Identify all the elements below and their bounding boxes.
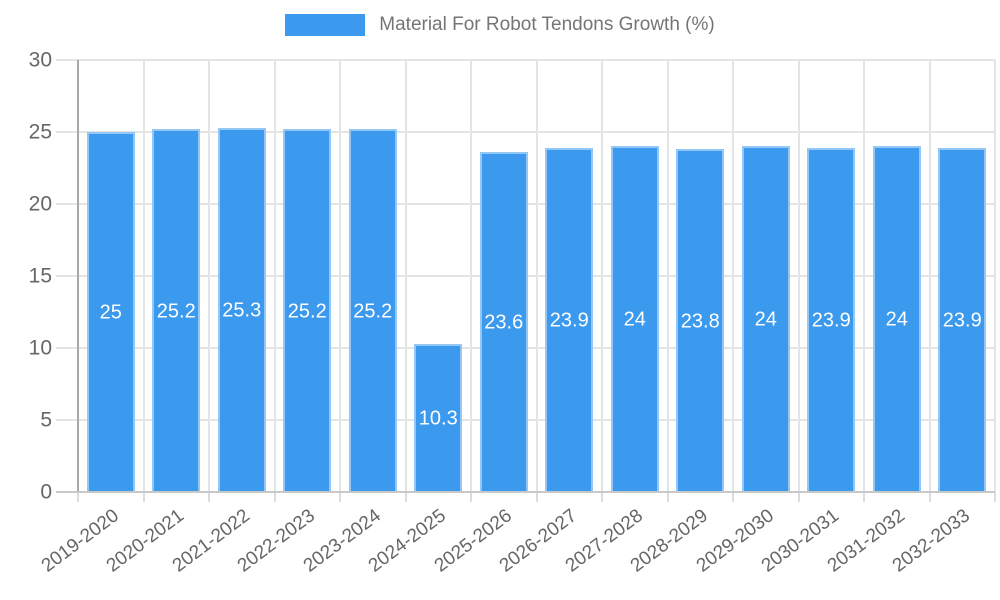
x-tick-mark [339, 492, 341, 502]
x-gridline [732, 60, 734, 492]
legend-label: Material For Robot Tendons Growth (%) [379, 14, 715, 35]
bar[interactable]: 23.8 [676, 149, 725, 492]
x-gridline [339, 60, 341, 492]
x-gridline [142, 60, 145, 492]
y-tick-label: 25 [28, 120, 52, 144]
bar-value-label: 25.2 [353, 300, 393, 323]
x-gridline [797, 60, 800, 492]
x-tick-mark [601, 492, 603, 502]
x-gridline [928, 60, 931, 492]
x-axis-line [56, 491, 995, 493]
x-gridline [273, 60, 276, 492]
x-tick-mark [470, 492, 472, 502]
x-tick-mark [535, 492, 538, 502]
x-tick-mark [77, 492, 79, 502]
bar-value-label: 10.3 [418, 407, 458, 430]
y-gridline [56, 59, 995, 61]
bar[interactable]: 24 [741, 146, 790, 492]
x-tick-mark [273, 492, 276, 502]
bar-value-label: 23.6 [484, 311, 524, 334]
y-tick-label: 5 [40, 408, 52, 432]
y-gridline [56, 130, 995, 133]
y-tick-label: 10 [28, 336, 52, 360]
x-tick-mark [732, 492, 734, 502]
x-gridline [994, 60, 996, 492]
bar-value-label: 23.8 [680, 310, 720, 333]
x-gridline [208, 60, 210, 492]
bar[interactable]: 10.3 [414, 343, 463, 492]
bar-value-label: 24 [885, 308, 908, 331]
x-gridline [470, 60, 472, 492]
y-tick-label: 20 [28, 192, 52, 216]
bar[interactable]: 25.2 [152, 129, 201, 492]
bar-value-label: 24 [754, 308, 777, 331]
x-tick-mark [928, 492, 931, 502]
bar[interactable]: 25.2 [348, 129, 397, 492]
bar-value-label: 25 [99, 301, 122, 324]
y-tick-label: 15 [28, 264, 52, 288]
bar-value-label: 25.2 [287, 300, 327, 323]
y-tick-label: 0 [40, 480, 52, 504]
x-tick-mark [797, 492, 800, 502]
bar-value-label: 23.9 [811, 309, 851, 332]
x-tick-mark [863, 492, 865, 502]
chart-legend[interactable]: Material For Robot Tendons Growth (%) [0, 14, 1000, 36]
x-gridline [666, 60, 669, 492]
x-tick-mark [994, 492, 996, 502]
legend-swatch [285, 14, 366, 36]
x-tick-mark [208, 492, 210, 502]
bar[interactable]: 25.2 [283, 129, 332, 492]
bar[interactable]: 23.9 [938, 147, 987, 492]
x-gridline [404, 60, 407, 492]
x-gridline [535, 60, 538, 492]
x-gridline [863, 60, 865, 492]
plot-area: 0 5 10 15 20 25 30 25 2019-2020 25.2 2020-2021 25.3… [29, 50, 996, 577]
x-gridline [601, 60, 603, 492]
bar[interactable]: 25.3 [217, 127, 266, 492]
bar[interactable]: 25 [86, 132, 135, 492]
bar[interactable]: 23.6 [479, 152, 528, 492]
y-axis-line [77, 60, 79, 492]
x-tick-mark [666, 492, 669, 502]
bar-value-label: 24 [623, 308, 646, 331]
bar[interactable]: 24 [872, 146, 921, 492]
bar-value-label: 23.9 [942, 309, 982, 332]
bar[interactable]: 23.9 [545, 147, 594, 492]
x-tick-mark [142, 492, 145, 502]
y-tick-label: 30 [28, 48, 52, 72]
bar[interactable]: 24 [610, 146, 659, 492]
bar-value-label: 25.3 [222, 299, 262, 322]
bar-value-label: 25.2 [156, 300, 196, 323]
bar-value-label: 23.9 [549, 309, 589, 332]
bar[interactable]: 23.9 [807, 147, 856, 492]
x-tick-mark [404, 492, 407, 502]
